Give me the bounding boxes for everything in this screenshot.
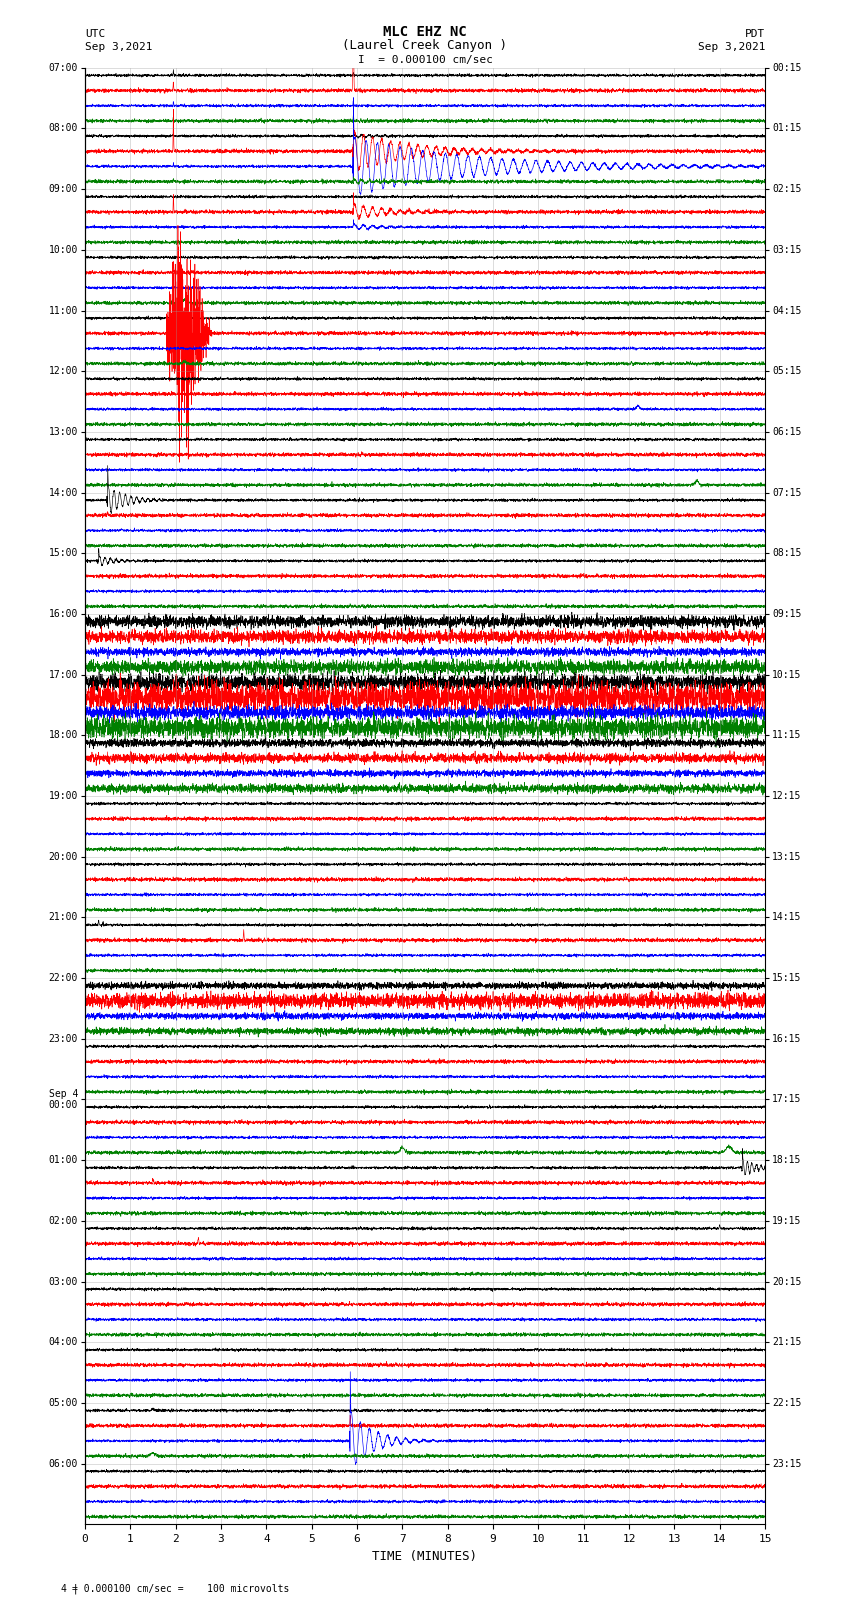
Text: I  = 0.000100 cm/sec: I = 0.000100 cm/sec <box>358 55 492 65</box>
Text: (Laurel Creek Canyon ): (Laurel Creek Canyon ) <box>343 39 507 52</box>
X-axis label: TIME (MINUTES): TIME (MINUTES) <box>372 1550 478 1563</box>
Text: PDT: PDT <box>745 29 765 39</box>
Text: Sep 3,2021: Sep 3,2021 <box>85 42 152 52</box>
Text: Sep 3,2021: Sep 3,2021 <box>698 42 765 52</box>
Text: 4 |: 4 | <box>61 1582 79 1594</box>
Text: UTC: UTC <box>85 29 105 39</box>
Text: MLC EHZ NC: MLC EHZ NC <box>383 24 467 39</box>
Text: = 0.000100 cm/sec =    100 microvolts: = 0.000100 cm/sec = 100 microvolts <box>72 1584 290 1594</box>
